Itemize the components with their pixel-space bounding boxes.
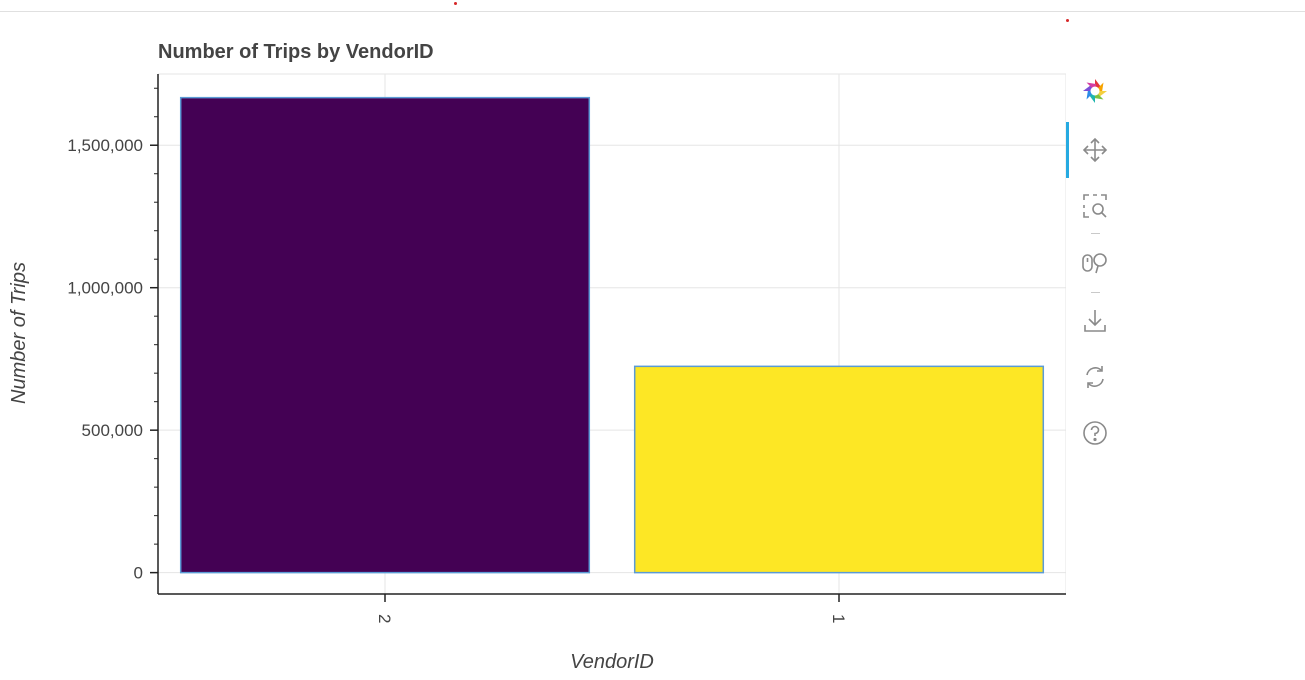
x-tick-label: 1 <box>829 614 848 623</box>
reset-icon[interactable] <box>1080 362 1110 392</box>
box-zoom-icon[interactable] <box>1080 191 1110 221</box>
red-marker-dot <box>1066 19 1069 22</box>
chart-title: Number of Trips by VendorID <box>158 41 434 63</box>
wheel-zoom-icon[interactable] <box>1080 247 1110 277</box>
y-tick-label: 500,000 <box>82 421 143 440</box>
y-axis-label: Number of Trips <box>8 262 30 404</box>
chart-toolbar <box>1066 70 1126 470</box>
y-tick-label: 1,500,000 <box>67 136 143 155</box>
y-tick-label: 1,000,000 <box>67 279 143 298</box>
x-tick-label: 2 <box>375 614 394 623</box>
pan-icon[interactable] <box>1080 135 1110 165</box>
active-tool-indicator <box>1066 122 1069 178</box>
bar-chart: 0 500,000 1,000,000 1,500,000 2 1 Number of T… <box>0 0 1066 680</box>
y-tick-label: 0 <box>134 564 143 583</box>
toolbar-separator <box>1091 233 1100 234</box>
toolbar-separator <box>1091 292 1100 293</box>
save-icon[interactable] <box>1080 306 1110 336</box>
bar-vendor-1 <box>635 366 1044 572</box>
x-axis-label: VendorID <box>570 651 654 673</box>
bar-vendor-2 <box>181 98 590 573</box>
bokeh-logo-icon[interactable] <box>1080 76 1110 106</box>
help-icon[interactable] <box>1080 418 1110 448</box>
